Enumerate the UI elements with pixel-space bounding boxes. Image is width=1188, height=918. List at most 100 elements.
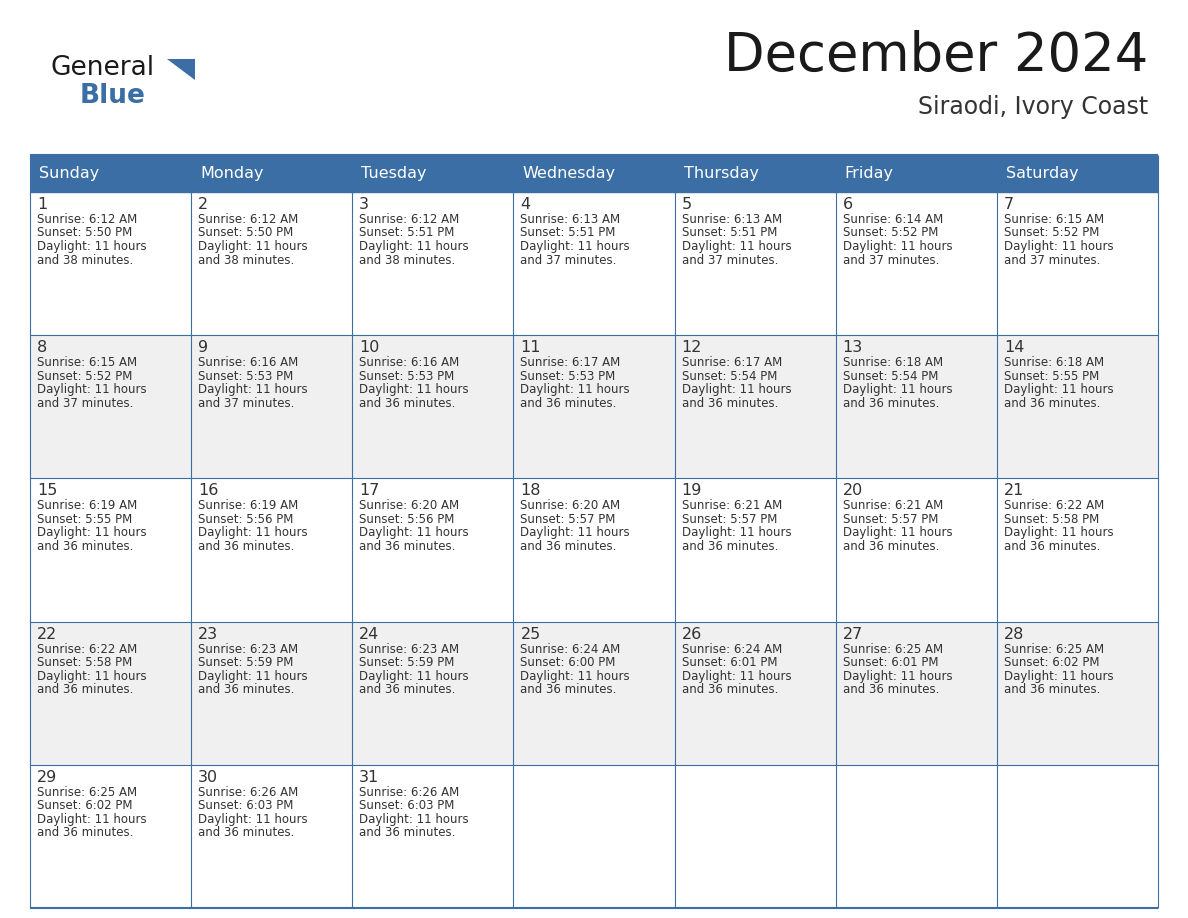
Text: and 36 minutes.: and 36 minutes. (682, 683, 778, 696)
Text: Daylight: 11 hours: Daylight: 11 hours (520, 383, 630, 397)
Text: Sunset: 5:56 PM: Sunset: 5:56 PM (359, 513, 455, 526)
Text: Sunset: 5:52 PM: Sunset: 5:52 PM (37, 370, 132, 383)
Bar (997, 155, 1158, 192)
Text: Saturday: Saturday (1006, 166, 1079, 181)
Text: 31: 31 (359, 770, 379, 785)
Text: Friday: Friday (845, 166, 893, 181)
Bar (353, 155, 513, 192)
Bar (191, 765, 353, 908)
Text: Sunset: 6:02 PM: Sunset: 6:02 PM (1004, 656, 1099, 669)
Bar (675, 621, 835, 765)
Bar (191, 478, 353, 621)
Text: Daylight: 11 hours: Daylight: 11 hours (1004, 383, 1113, 397)
Text: Sunrise: 6:19 AM: Sunrise: 6:19 AM (198, 499, 298, 512)
Text: and 36 minutes.: and 36 minutes. (198, 540, 295, 553)
Text: Daylight: 11 hours: Daylight: 11 hours (198, 526, 308, 540)
Bar (513, 765, 675, 908)
Text: Sunrise: 6:21 AM: Sunrise: 6:21 AM (682, 499, 782, 512)
Text: 24: 24 (359, 627, 379, 642)
Bar (997, 335, 1158, 478)
Text: Sunset: 6:00 PM: Sunset: 6:00 PM (520, 656, 615, 669)
Bar (353, 192, 513, 335)
Text: General: General (50, 55, 154, 81)
Text: Daylight: 11 hours: Daylight: 11 hours (1004, 669, 1113, 683)
Text: Sunrise: 6:19 AM: Sunrise: 6:19 AM (37, 499, 138, 512)
Text: Sunset: 5:51 PM: Sunset: 5:51 PM (359, 227, 455, 240)
Text: Daylight: 11 hours: Daylight: 11 hours (359, 240, 469, 253)
Text: Sunset: 5:50 PM: Sunset: 5:50 PM (37, 227, 132, 240)
Text: Wednesday: Wednesday (523, 166, 615, 181)
Text: Daylight: 11 hours: Daylight: 11 hours (198, 669, 308, 683)
Text: Daylight: 11 hours: Daylight: 11 hours (37, 812, 146, 826)
Bar (835, 478, 997, 621)
Text: Daylight: 11 hours: Daylight: 11 hours (842, 669, 953, 683)
Text: Sunset: 5:55 PM: Sunset: 5:55 PM (37, 513, 132, 526)
Text: Sunset: 5:57 PM: Sunset: 5:57 PM (682, 513, 777, 526)
Text: and 36 minutes.: and 36 minutes. (359, 540, 456, 553)
Text: 9: 9 (198, 341, 208, 355)
Text: Sunrise: 6:20 AM: Sunrise: 6:20 AM (520, 499, 620, 512)
Text: Sunrise: 6:15 AM: Sunrise: 6:15 AM (37, 356, 137, 369)
Text: Sunset: 6:02 PM: Sunset: 6:02 PM (37, 800, 133, 812)
Text: and 37 minutes.: and 37 minutes. (682, 253, 778, 266)
Text: Sunset: 5:56 PM: Sunset: 5:56 PM (198, 513, 293, 526)
Bar (835, 192, 997, 335)
Text: Sunrise: 6:13 AM: Sunrise: 6:13 AM (682, 213, 782, 226)
Text: Sunrise: 6:26 AM: Sunrise: 6:26 AM (198, 786, 298, 799)
Polygon shape (168, 59, 195, 80)
Bar (191, 192, 353, 335)
Text: Daylight: 11 hours: Daylight: 11 hours (37, 526, 146, 540)
Text: Daylight: 11 hours: Daylight: 11 hours (359, 669, 469, 683)
Text: and 36 minutes.: and 36 minutes. (359, 826, 456, 839)
Text: and 36 minutes.: and 36 minutes. (37, 683, 133, 696)
Text: Sunset: 5:59 PM: Sunset: 5:59 PM (198, 656, 293, 669)
Text: 8: 8 (37, 341, 48, 355)
Bar (675, 155, 835, 192)
Text: and 36 minutes.: and 36 minutes. (520, 683, 617, 696)
Text: and 38 minutes.: and 38 minutes. (37, 253, 133, 266)
Text: and 37 minutes.: and 37 minutes. (1004, 253, 1100, 266)
Text: Sunset: 5:59 PM: Sunset: 5:59 PM (359, 656, 455, 669)
Text: Sunrise: 6:17 AM: Sunrise: 6:17 AM (682, 356, 782, 369)
Bar (513, 621, 675, 765)
Text: Siraodi, Ivory Coast: Siraodi, Ivory Coast (918, 95, 1148, 119)
Text: Daylight: 11 hours: Daylight: 11 hours (520, 240, 630, 253)
Text: Sunset: 5:50 PM: Sunset: 5:50 PM (198, 227, 293, 240)
Text: Sunrise: 6:25 AM: Sunrise: 6:25 AM (37, 786, 137, 799)
Bar (30, 478, 191, 621)
Text: and 36 minutes.: and 36 minutes. (682, 397, 778, 409)
Text: Daylight: 11 hours: Daylight: 11 hours (359, 812, 469, 826)
Text: and 36 minutes.: and 36 minutes. (842, 683, 939, 696)
Text: and 37 minutes.: and 37 minutes. (198, 397, 295, 409)
Text: Sunset: 5:57 PM: Sunset: 5:57 PM (520, 513, 615, 526)
Text: Daylight: 11 hours: Daylight: 11 hours (842, 526, 953, 540)
Text: Monday: Monday (200, 166, 264, 181)
Text: Sunrise: 6:17 AM: Sunrise: 6:17 AM (520, 356, 620, 369)
Bar (675, 192, 835, 335)
Text: Sunset: 5:51 PM: Sunset: 5:51 PM (682, 227, 777, 240)
Text: Sunrise: 6:20 AM: Sunrise: 6:20 AM (359, 499, 460, 512)
Bar (997, 192, 1158, 335)
Text: Sunrise: 6:12 AM: Sunrise: 6:12 AM (198, 213, 298, 226)
Text: Sunset: 5:51 PM: Sunset: 5:51 PM (520, 227, 615, 240)
Text: Daylight: 11 hours: Daylight: 11 hours (37, 240, 146, 253)
Text: Daylight: 11 hours: Daylight: 11 hours (520, 669, 630, 683)
Bar (835, 621, 997, 765)
Text: Sunrise: 6:15 AM: Sunrise: 6:15 AM (1004, 213, 1104, 226)
Text: Daylight: 11 hours: Daylight: 11 hours (198, 383, 308, 397)
Text: Daylight: 11 hours: Daylight: 11 hours (682, 526, 791, 540)
Text: Blue: Blue (80, 83, 146, 109)
Bar (997, 621, 1158, 765)
Bar (997, 765, 1158, 908)
Bar (513, 155, 675, 192)
Text: Sunrise: 6:22 AM: Sunrise: 6:22 AM (37, 643, 138, 655)
Bar (675, 335, 835, 478)
Text: 11: 11 (520, 341, 541, 355)
Bar (513, 335, 675, 478)
Text: Sunrise: 6:16 AM: Sunrise: 6:16 AM (198, 356, 298, 369)
Bar (30, 621, 191, 765)
Bar (30, 192, 191, 335)
Text: Sunday: Sunday (39, 166, 100, 181)
Text: Sunset: 5:53 PM: Sunset: 5:53 PM (359, 370, 455, 383)
Text: and 36 minutes.: and 36 minutes. (359, 397, 456, 409)
